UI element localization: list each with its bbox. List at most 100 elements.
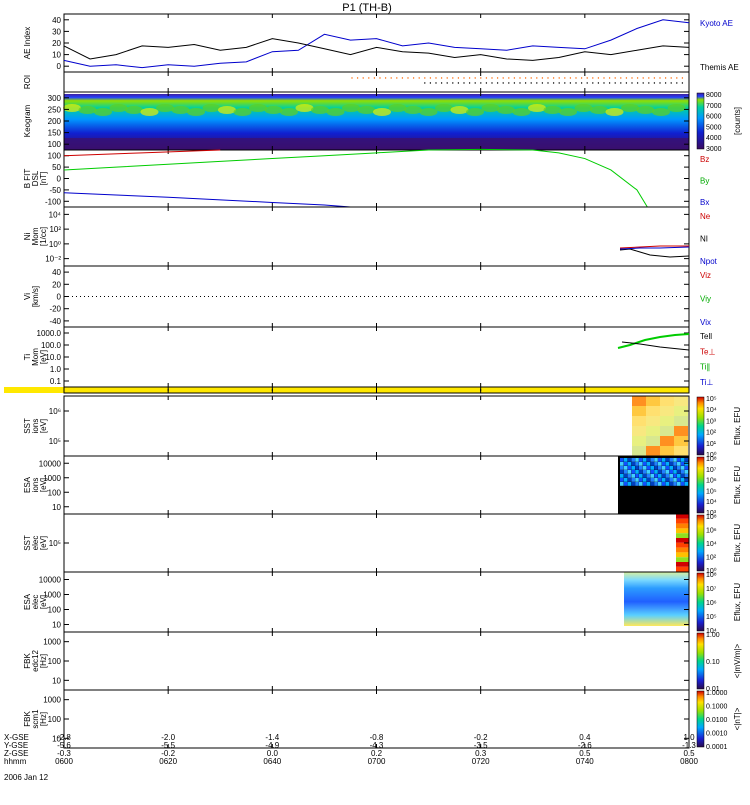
sst-ion-cell [646,396,660,406]
keogram-feature [621,104,639,112]
esa-ion-cell [665,466,670,470]
y-axis-label: [Hz] [39,654,48,668]
x-tick-label: 0.3 [475,749,487,758]
esa-ion-cell [673,466,677,470]
roi-dot [552,82,555,84]
roi-dot [541,82,544,84]
esa-ion-cell [654,478,658,482]
legend-entry: By [700,177,709,186]
colorbar-tick-label: 10⁴ [706,541,717,548]
keogram-feature [543,106,562,114]
y-axis-label: [eV] [39,350,48,364]
esa-ion-cell [654,470,658,474]
colorbar-tick-label: 10⁶ [706,600,717,607]
roi-dot [558,77,560,79]
esa-ion-cell [646,458,651,462]
roi-dot [463,77,465,79]
esa-ion-cell [650,462,654,466]
roi-dot [502,82,504,84]
x-tick-label: 0.4 [579,733,591,742]
x-tick-label: 0600 [55,757,73,766]
colorbar-tick-label: 1.00 [706,632,720,639]
colorbar-tick-label: 10⁶ [706,528,717,535]
roi-dot [648,77,650,79]
roi-dot [491,82,493,84]
sst-ion-cell [632,396,646,406]
roi-dot [480,77,482,79]
esa-ion-cell [639,478,643,482]
colorbar-tick-label: 5000 [706,124,722,131]
x-tick-label: 1.0 [683,733,695,742]
esa-ion-cell [620,462,624,466]
esa-ion-cell [680,466,685,470]
roi-dot [480,82,482,84]
roi-dot [457,82,460,84]
esa-ion-cell [635,482,639,486]
roi-dot [435,82,437,84]
roi-dot [429,77,432,79]
x-tick-label: -3.5 [474,741,488,750]
keogram-feature [342,104,360,112]
roi-dot [603,77,605,79]
panel-sst2: 10⁵ SST elec [eV] 10⁰ 10² 10⁴ 10⁶ 10⁸ Eflux, EFU [23,513,742,575]
keogram-feature [171,106,190,114]
y-axis-label: SST [23,535,32,551]
sst-ion-cell [632,446,646,456]
keogram-feature [605,108,624,116]
esa-ion-cell [661,458,666,462]
y-axis-label: [eV] [39,595,48,609]
keogram-feature [574,104,593,112]
colorbar-tick-label: 10² [706,430,717,437]
y-tick-label: 10⁵ [49,437,61,446]
esa-ion-cell [620,470,624,474]
y-tick-label: 300 [48,94,62,103]
roi-dot [580,77,583,79]
roi-dot [474,77,476,79]
colorbar-tick-label: 0.0010 [706,731,728,738]
sst-ion-cell [646,406,660,416]
panel-bfield: -100 -50 0 50 100 B FIT DSL [nT] Bz By Bx [23,148,709,208]
y-tick-label: 100 [48,140,62,149]
esa-ion-cell [684,462,689,466]
esa-ion-cell [665,458,670,462]
y-axis-label: ions [31,478,40,493]
keogram-feature [78,106,97,114]
roi-dot [519,77,521,79]
esa-ion-cell [684,466,689,470]
roi-dot [407,77,409,79]
colorbar-tick-label: 10² [706,555,717,562]
keogram-feature [373,108,391,116]
roi-dot [653,77,656,79]
sst-ion-cell [646,426,660,436]
y-axis-label: DSL [31,170,40,186]
sst-elec-cell [676,547,689,553]
esa-ion-cell [631,470,635,474]
keogram-feature [156,104,174,112]
keogram-feature [497,106,515,114]
y-tick-label: 0 [57,293,62,302]
y-tick-label: 50 [52,163,61,172]
roi-dot [513,82,516,84]
y-tick-label: 1000 [43,591,61,600]
legend-entry: Viz [700,271,711,280]
esa-ion-cell [661,474,666,478]
sst-ion-cell [646,416,660,426]
legend-entry: Viy [700,295,711,304]
roi-dot [547,77,549,79]
panel-ni: 10⁻² 10⁰ 10² 10⁴ Ni Mom [1/cc] Ne NI Npot [23,206,718,267]
x-tick-label: 0700 [368,757,386,766]
roi-dot [536,82,538,84]
roi-dot [384,77,387,79]
sst-ion-cell [632,436,646,446]
y-tick-label: 10⁰ [49,240,61,249]
esa-ion-cell [654,482,658,486]
roi-dot [412,77,415,79]
roi-dot [513,77,516,79]
series-line-bz [63,149,221,157]
keogram-feature [326,108,345,116]
esa-ion-cell [627,458,632,462]
esa-ion-cell [665,482,670,486]
esa-ion-cell [665,474,670,478]
keogram-feature [667,104,686,112]
roi-dot [379,77,381,79]
